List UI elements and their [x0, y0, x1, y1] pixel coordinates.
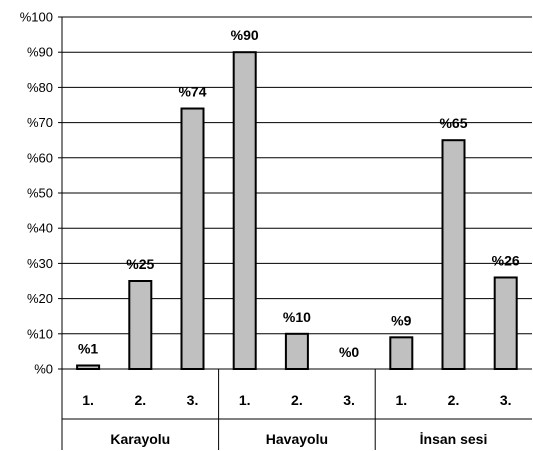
x-category-label: 1. [82, 392, 94, 408]
group-label: Karayolu [110, 431, 170, 447]
x-category-label: 2. [134, 392, 146, 408]
x-category-label: 3. [500, 392, 512, 408]
bar [441, 139, 466, 370]
group-label: Havayolu [266, 431, 328, 447]
data-label: %0 [339, 344, 359, 360]
y-tick-label: %80 [27, 80, 53, 95]
data-label: %25 [126, 256, 154, 272]
data-label: %90 [231, 27, 259, 43]
x-category-label: 3. [187, 392, 199, 408]
data-label: %1 [78, 340, 98, 356]
bar [76, 364, 101, 371]
x-category-label: 2. [448, 392, 460, 408]
y-tick-label: %50 [27, 186, 53, 201]
data-label: %10 [283, 309, 311, 325]
bar [180, 107, 205, 371]
y-tick-label: %40 [27, 221, 53, 236]
data-label: %26 [492, 252, 520, 268]
bar [128, 280, 153, 370]
group-label: İnsan sesi [420, 431, 488, 447]
x-category-label: 3. [343, 392, 355, 408]
data-label: %9 [391, 312, 411, 328]
y-tick-label: %0 [34, 362, 53, 377]
bar [232, 51, 257, 370]
x-category-label: 1. [395, 392, 407, 408]
y-tick-label: %70 [27, 115, 53, 130]
y-tick-label: %10 [27, 326, 53, 341]
data-label: %74 [178, 84, 206, 100]
bar [389, 336, 414, 371]
y-tick-label: %30 [27, 256, 53, 271]
data-label: %65 [439, 115, 467, 131]
x-category-label: 2. [291, 392, 303, 408]
y-tick-label: %90 [27, 45, 53, 60]
y-tick-label: %20 [27, 291, 53, 306]
y-tick-label: %60 [27, 150, 53, 165]
y-tick-label: %100 [20, 10, 53, 25]
x-category-label: 1. [239, 392, 251, 408]
bar [493, 276, 518, 371]
bar [284, 332, 309, 370]
